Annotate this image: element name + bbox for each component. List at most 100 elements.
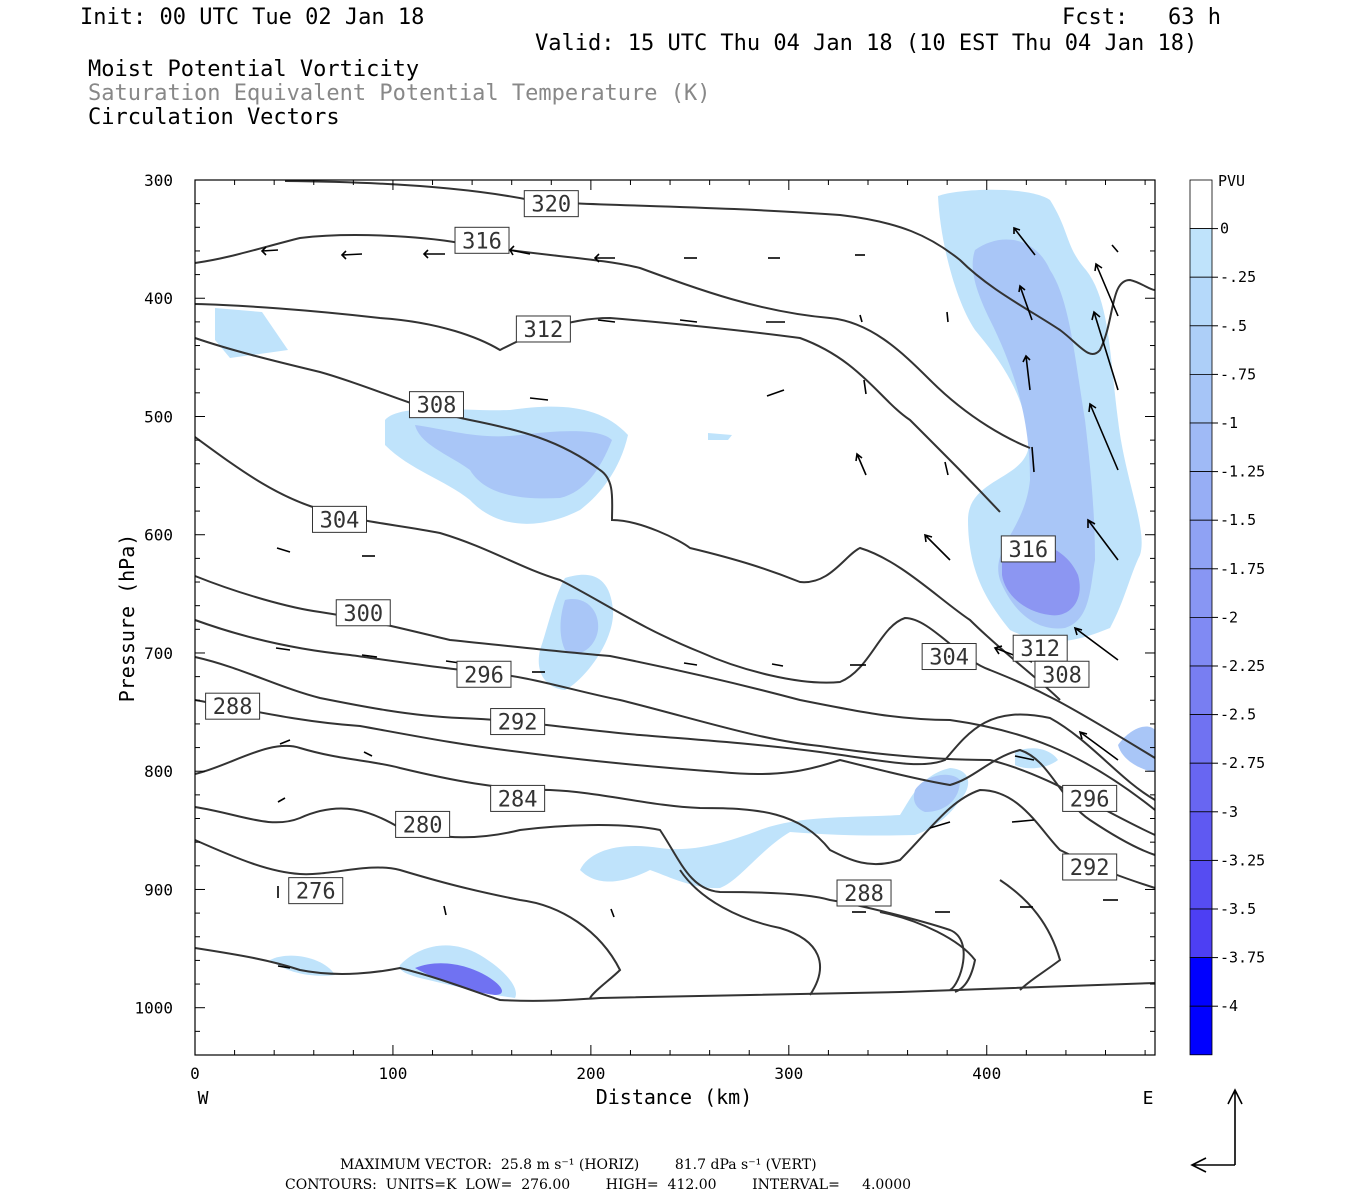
contour-label-text: 300 [343,602,383,627]
vector-arrow [1011,819,1035,823]
contour-label-text: 304 [320,508,360,533]
vector-arrow [863,379,867,395]
colorbar-segment [1189,762,1213,813]
axis-ticks [194,179,1155,1056]
vector-arrow [361,654,378,658]
vector-arrow [944,461,949,476]
colorbar: 0 -.25 -.5 -.75 -1 -1.25 -1.5 -1.75 -2 -2.25 -2.5 -… [1189,179,1265,1056]
colorbar-segment [1189,665,1213,715]
contour-label-box [408,391,464,419]
contour-label-box [456,660,512,688]
x-axis-title: Distance (km) [596,1085,753,1109]
tick-labels: 300 400 500 600 700 800 900 1000 0 100 200 300 400 [134,171,1001,1083]
contour-label: 316 [1000,535,1056,563]
forecast-hour: Fcst: 63 h [1062,5,1221,30]
contour-label-box [1034,660,1090,688]
contour-label: 280 [395,810,451,838]
contour-label-text: 304 [929,646,969,671]
vector-arrow [946,311,949,323]
colorbar-label: -3.25 [1220,851,1265,869]
vector-arrow [1094,262,1119,317]
reference-vector-icon [1190,1088,1243,1173]
contour-label-box [1000,535,1056,563]
contour-320 [284,180,1156,356]
colorbar-segment [1189,422,1213,472]
vector-arrow [529,397,549,401]
contour-label: 316 [454,226,510,254]
contour-label: 308 [1034,660,1090,688]
contour-label-box [395,810,451,838]
contour-label: 296 [1062,784,1118,812]
contour-label-text: 320 [531,193,571,218]
mpv-region-mid-west-core [415,425,612,499]
init-time: Init: 00 UTC Tue 02 Jan 18 [80,5,425,30]
contour-label-text: 276 [296,880,336,905]
contour-info-note: CONTOURS: UNITS=K LOW= 276.00 HIGH= 412.… [285,1177,912,1193]
vector-arrow [771,663,784,667]
mpv-region-small [708,433,732,440]
y-tick-label: 1000 [134,999,173,1018]
colorbar-label: -1 [1220,414,1238,432]
y-tick-label: 600 [144,526,173,545]
vector-arrow [279,739,291,745]
contour-316 [194,234,1031,449]
contour-label-text: 296 [1070,787,1110,812]
colorbar-label: -2.5 [1220,706,1256,724]
vector-arrow [277,965,291,969]
colorbar-segment [1189,957,1213,1007]
max-vector-note: MAXIMUM VECTOR: 25.8 m s⁻¹ (HORIZ) 81.7 … [340,1157,817,1173]
contour-label: 300 [335,599,391,627]
contour-label: 320 [523,190,579,218]
contour-label: 288 [836,879,892,907]
vector-arrow [277,797,286,803]
contour-label-text: 288 [844,882,884,907]
contour-292 [194,656,1156,801]
mpv-region-column-core [560,599,599,654]
contour-label-box [490,708,546,736]
valid-time: Valid: 15 UTC Thu 04 Jan 18 (10 EST Thu … [535,31,1198,56]
colorbar-segment [1189,811,1213,861]
contour-label-text: 284 [498,787,538,812]
vector-arrow [859,314,863,323]
x-axis-east-label: E [1143,1088,1154,1109]
vector-arrow [1014,755,1035,761]
y-tick-label: 700 [144,644,173,663]
mpv-region-lower-band [580,768,969,889]
contour-312 [194,303,1001,513]
vector-arrow [1018,284,1033,321]
contour-label: 308 [408,391,464,419]
contour-label-box [490,784,546,812]
colorbar-label: -1.75 [1220,560,1265,578]
x-tick-label: 200 [576,1064,605,1083]
contour-label-text: 316 [1008,538,1048,563]
colorbar-label: -2.75 [1220,754,1265,772]
vector-arrow [593,253,615,263]
contour-label: 284 [490,784,546,812]
y-tick-label: 300 [144,171,173,190]
contour-label: 312 [515,315,571,343]
contour-296 [194,619,1156,836]
colorbar-segment [1189,471,1213,521]
vector-arrow [1013,226,1036,256]
vector-arrow [1022,354,1031,391]
colorbar-segment [1189,617,1213,667]
contour-label-box [921,643,977,671]
contour-label: 296 [456,660,512,688]
vector-arrow [260,246,279,256]
contour-308 [194,337,1061,701]
contour-label-text: 312 [523,318,563,343]
vector-arrow [929,821,951,829]
colorbar-segment [1189,1005,1213,1056]
contour-label-box [454,226,510,254]
contour-labels: 320 316 312 308 304 300 296 292 288 284 280 276 316 3… [205,190,1118,907]
contour-label: 304 [921,643,977,671]
theta-e-contours [194,180,1156,1002]
colorbar-label: -3.75 [1220,949,1265,967]
vector-arrow [508,245,531,256]
contour-label: 292 [1062,853,1118,881]
y-tick-label: 800 [144,762,173,781]
colorbar-segment [1189,568,1213,618]
colorbar-label: -1.5 [1220,511,1256,529]
field-title-vectors: Circulation Vectors [88,105,340,130]
